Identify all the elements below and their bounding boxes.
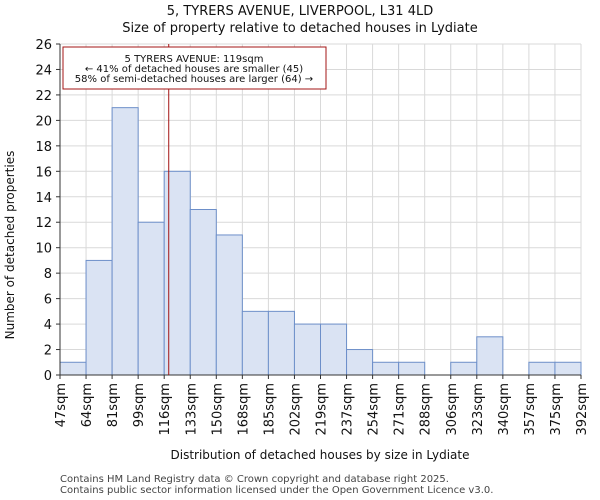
histogram-bar	[137, 221, 165, 376]
histogram-bar	[476, 336, 504, 376]
histogram-bar	[59, 361, 87, 376]
histogram-bar	[346, 349, 374, 376]
x-tick-label: 357sqm	[523, 383, 538, 436]
y-tick-label: 16	[35, 165, 52, 180]
footer-copyright: Contains HM Land Registry data © Crown c…	[60, 474, 449, 485]
histogram-bar	[85, 259, 113, 376]
histogram-bar	[189, 209, 217, 376]
x-tick-label: 133sqm	[184, 383, 199, 436]
histogram-bar	[554, 361, 582, 376]
y-tick-label: 14	[35, 191, 52, 206]
y-tick-label: 24	[35, 63, 52, 78]
histogram-bar	[241, 310, 269, 376]
histogram-bar	[293, 323, 322, 376]
annotation-title: 5 TYRERS AVENUE: 119sqm	[125, 54, 264, 65]
y-axis-label: Number of detached properties	[3, 151, 17, 340]
y-tick-label: 10	[35, 242, 52, 257]
x-tick-label: 150sqm	[210, 383, 225, 436]
annotation-frame	[62, 46, 327, 90]
x-tick-label: 219sqm	[315, 383, 330, 436]
x-tick-label: 202sqm	[288, 383, 303, 436]
histogram-bar	[215, 234, 243, 376]
x-tick-label: 288sqm	[419, 383, 434, 436]
y-tick-label: 0	[44, 369, 52, 384]
x-tick-label: 99sqm	[132, 383, 147, 427]
histogram-bar	[398, 361, 426, 376]
histogram-bar	[320, 323, 348, 376]
x-tick-label: 306sqm	[445, 383, 460, 436]
y-tick-label: 22	[35, 89, 52, 104]
y-tick-label: 12	[35, 216, 52, 231]
y-tick-label: 8	[44, 267, 52, 282]
y-tick-label: 2	[44, 344, 52, 359]
histogram-bar	[111, 107, 139, 376]
histogram-bar	[450, 361, 478, 376]
chart-title: 5, TYRERS AVENUE, LIVERPOOL, L31 4LD	[166, 4, 434, 19]
y-tick-label: 20	[35, 114, 52, 129]
y-tick-label: 26	[35, 38, 52, 53]
annotation-box: 5 TYRERS AVENUE: 119sqm ← 41% of detache…	[62, 46, 327, 90]
chart-subtitle: Size of property relative to detached ho…	[122, 21, 478, 36]
histogram-bar	[267, 310, 295, 376]
x-axis-label: Distribution of detached houses by size …	[171, 448, 470, 462]
x-tick-label: 168sqm	[236, 383, 251, 436]
x-tick-label: 323sqm	[471, 383, 486, 436]
x-tick-label: 237sqm	[341, 383, 356, 436]
x-tick-label: 375sqm	[549, 383, 564, 436]
histogram-bar	[163, 170, 191, 376]
x-tick-label: 254sqm	[367, 383, 382, 436]
x-tick-label: 47sqm	[54, 383, 69, 427]
histogram-bar	[528, 361, 556, 376]
y-tick-label: 6	[44, 293, 52, 308]
x-tick-label: 116sqm	[158, 383, 173, 436]
x-tick-label: 271sqm	[393, 383, 408, 436]
y-tick-label: 18	[35, 140, 52, 155]
annotation-smaller: ← 41% of detached houses are smaller (45…	[85, 64, 303, 75]
x-tick-label: 340sqm	[497, 383, 512, 436]
x-tick-label: 185sqm	[262, 383, 277, 436]
footer-licence: Contains public sector information licen…	[60, 485, 494, 496]
x-tick-label: 392sqm	[575, 383, 590, 436]
y-tick-label: 4	[44, 318, 52, 333]
histogram-bar	[372, 361, 400, 376]
x-tick-label: 64sqm	[80, 383, 95, 427]
annotation-larger: 58% of semi-detached houses are larger (…	[75, 74, 313, 85]
x-tick-label: 81sqm	[106, 383, 121, 427]
